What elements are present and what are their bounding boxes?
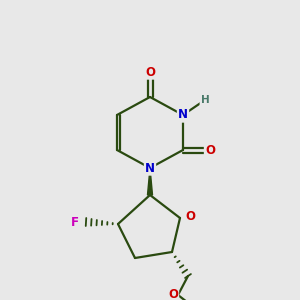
Text: N: N: [145, 161, 155, 175]
Text: O: O: [185, 209, 195, 223]
Text: H: H: [201, 95, 209, 105]
Text: O: O: [205, 143, 215, 157]
Text: O: O: [145, 65, 155, 79]
Text: F: F: [71, 215, 79, 229]
Polygon shape: [148, 168, 152, 195]
Text: O: O: [168, 289, 178, 300]
Text: N: N: [178, 109, 188, 122]
